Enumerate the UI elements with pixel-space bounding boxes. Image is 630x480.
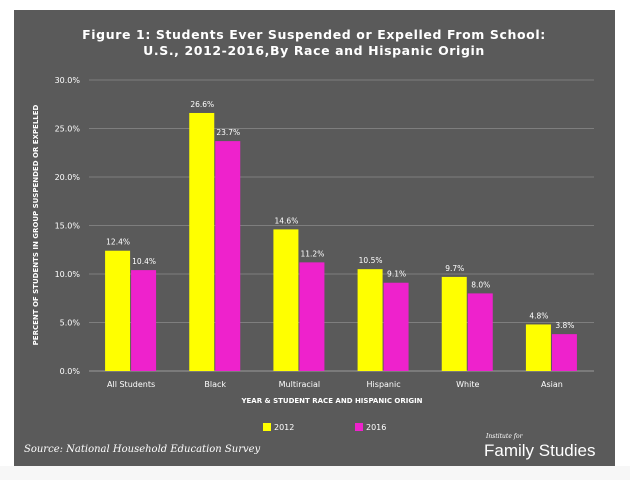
logo-top-text: Institute for [485,433,524,440]
chart: Figure 1: Students Ever Suspended or Exp… [24,27,595,460]
bar-2012 [357,269,383,371]
data-label-2016: 8.0% [471,280,490,289]
bars [105,112,577,371]
y-tick-label: 25.0% [55,125,81,134]
data-label-2012: 4.8% [529,311,548,320]
data-label-2012: 10.5% [359,256,383,265]
gridlines [89,79,594,372]
chart-panel: Figure 1: Students Ever Suspended or Exp… [14,10,615,466]
data-label-2012: 26.6% [190,100,214,109]
bar-2012 [525,324,551,371]
bar-2016 [215,141,241,371]
bar-2016 [467,293,493,371]
x-axis-label: YEAR & STUDENT RACE AND HISPANIC ORIGIN [240,397,422,405]
data-labels: 12.4% 10.4% 26.6% 23.7% 14.6% 11.2% 10.5% 9.1% 9… [106,100,574,330]
ifs-logo: Institute for Family Studies [484,433,595,460]
y-tick-label: 30.0% [55,76,81,85]
bar-2016 [383,282,409,371]
legend-swatch-2012 [263,423,271,431]
x-category-label: Black [204,380,226,389]
data-label-2012: 14.6% [275,216,299,225]
chart-title-line-2: U.S., 2012-2016,By Race and Hispanic Ori… [143,43,485,58]
legend-swatch-2016 [355,423,363,431]
data-label-2016: 10.4% [132,257,156,266]
source-note: Source: National Household Education Sur… [24,444,261,455]
y-tick-label: 0.0% [60,367,81,376]
legend-label-2012: 2012 [274,423,294,432]
bottom-strip [0,466,630,480]
x-category-label: White [456,380,479,389]
bar-2016 [299,262,325,371]
data-label-2016: 9.1% [387,270,406,279]
y-axis-ticks: 0.0% 5.0% 10.0% 15.0% 20.0% 25.0% 30.0% [55,76,81,376]
x-category-label: All Students [107,380,155,389]
y-tick-label: 15.0% [55,222,81,231]
data-label-2016: 11.2% [301,249,325,258]
data-label-2012: 9.7% [445,264,464,273]
x-category-label: Asian [541,380,563,389]
y-tick-label: 5.0% [60,319,81,328]
chart-title-line-1: Figure 1: Students Ever Suspended or Exp… [82,27,546,42]
bar-2016 [131,270,157,371]
logo-bottom-text: Family Studies [484,441,595,460]
data-label-2016: 23.7% [216,128,240,137]
legend: 2012 2016 [263,423,386,432]
data-label-2012: 12.4% [106,238,130,247]
legend-label-2016: 2016 [366,423,386,432]
bar-2012 [273,229,299,371]
data-label-2016: 3.8% [555,321,574,330]
x-category-label: Hispanic [367,380,401,389]
bar-2012 [441,276,467,371]
y-tick-label: 10.0% [55,270,81,279]
bar-2012 [105,250,131,371]
y-axis-label: PERCENT OF STUDENTS IN GROUP SUSPENDED O… [32,104,40,345]
bar-2016 [551,334,577,371]
bar-2012 [189,112,215,371]
x-axis-categories: All Students Black Multiracial Hispanic Whit… [107,380,563,389]
x-category-label: Multiracial [279,380,321,389]
y-tick-label: 20.0% [55,173,81,182]
